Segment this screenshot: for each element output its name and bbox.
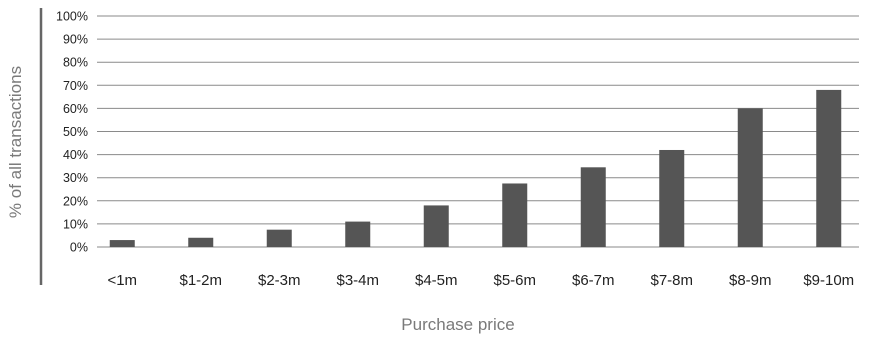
bar: [266, 229, 292, 247]
y-tick-label: 50%: [63, 125, 88, 139]
bar: [659, 149, 685, 247]
gridlines: [97, 15, 859, 248]
bar: [580, 167, 606, 247]
y-tick-label: 90%: [63, 33, 88, 47]
x-tick-label: <1m: [107, 272, 137, 289]
bar: [816, 89, 842, 247]
y-tick-labels: 0% 10% 20% 30% 40% 50% 60% 70% 80% 90% 100%: [56, 10, 88, 255]
x-axis-label: Purchase price: [401, 315, 514, 334]
y-tick-label: 20%: [63, 194, 88, 208]
bar: [109, 240, 135, 247]
y-tick-label: 80%: [63, 56, 88, 70]
y-tick-label: 10%: [63, 217, 88, 231]
y-tick-label: 70%: [63, 79, 88, 93]
x-tick-label: $6-7m: [572, 272, 615, 289]
x-tick-label: $2-3m: [258, 272, 301, 289]
bar: [737, 108, 763, 248]
x-tick-label: $5-6m: [493, 272, 536, 289]
x-tick-label: $1-2m: [179, 272, 222, 289]
x-tick-label: $3-4m: [336, 272, 379, 289]
x-tick-label: $9-10m: [803, 272, 854, 289]
y-tick-label: 40%: [63, 148, 88, 162]
bars: [109, 89, 842, 248]
y-tick-label: 100%: [56, 10, 88, 24]
y-tick-label: 60%: [63, 102, 88, 116]
x-tick-label: $4-5m: [415, 272, 458, 289]
bar: [502, 183, 528, 247]
bar: [345, 221, 371, 247]
x-tick-labels: <1m $1-2m $2-3m $3-4m $4-5m $5-6m $6-7m $7-8m $8…: [107, 272, 854, 289]
y-tick-label: 30%: [63, 171, 88, 185]
y-tick-label: 0%: [70, 241, 88, 255]
x-tick-label: $8-9m: [729, 272, 772, 289]
y-axis-label: % of all transactions: [6, 66, 25, 218]
x-tick-label: $7-8m: [650, 272, 693, 289]
bar: [188, 237, 214, 247]
bar: [423, 205, 449, 247]
